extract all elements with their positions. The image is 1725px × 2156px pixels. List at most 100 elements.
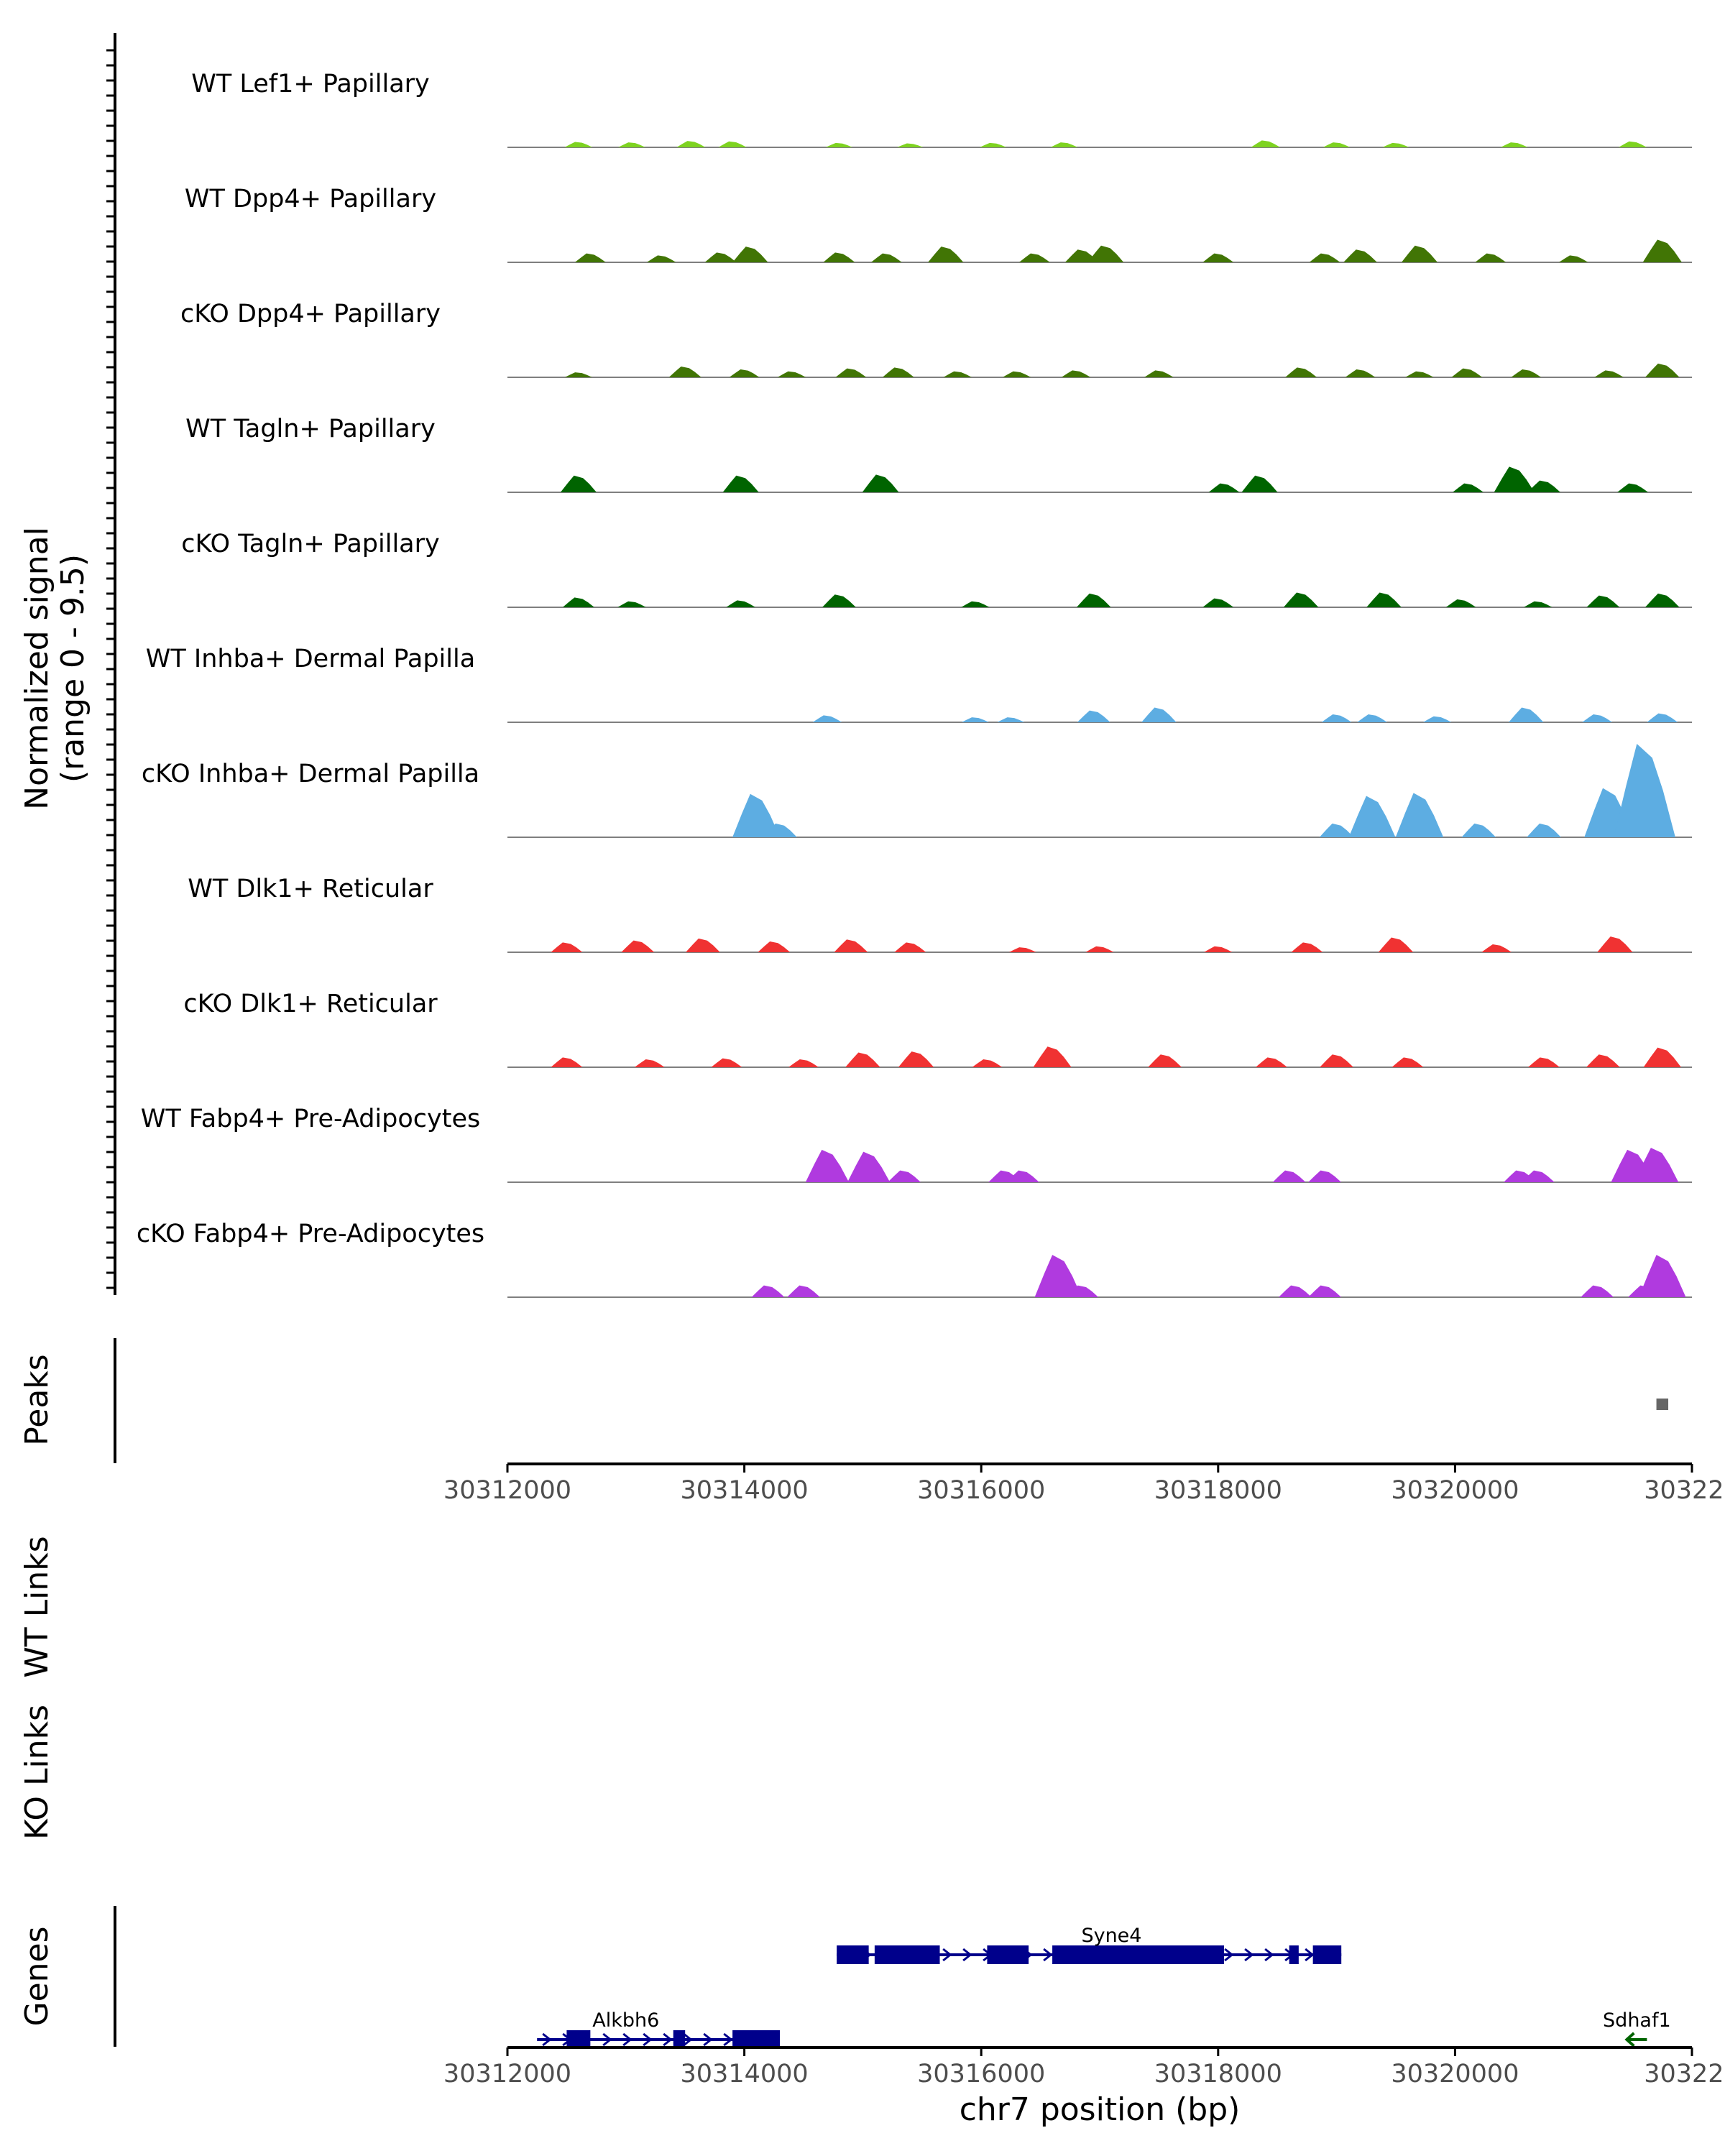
x-axis-top-tick-label: 30318000: [1154, 1476, 1282, 1505]
x-axis-bottom-tick-label: 30312000: [443, 2060, 571, 2088]
signal-peak: [1285, 367, 1317, 377]
signal-peak: [1006, 1170, 1039, 1182]
track-label: WT Dpp4+ Papillary: [185, 185, 436, 213]
signal-peak: [1308, 1285, 1342, 1297]
signal-peak: [722, 475, 759, 492]
gene-exon: [1312, 1945, 1342, 1964]
gene-exon: [987, 1945, 1029, 1964]
signal-peak: [787, 1285, 820, 1297]
signal-peak: [1451, 368, 1483, 377]
strand-arrow: [962, 1948, 972, 1962]
signal-peak: [1481, 944, 1512, 952]
track-label: cKO Tagln+ Papillary: [181, 530, 440, 558]
track-1: WT Lef1+ Papillary: [191, 70, 1692, 148]
signal-peak: [1283, 592, 1319, 607]
track-label: cKO Dpp4+ Papillary: [180, 300, 441, 328]
signal-peak: [1366, 592, 1402, 607]
gene-exon: [732, 2030, 781, 2049]
signal-peak: [1002, 371, 1031, 377]
strand-arrow: [1624, 2032, 1635, 2047]
signal-peak: [1405, 371, 1434, 377]
signal-peak: [1581, 1285, 1614, 1297]
track-2: WT Dpp4+ Papillary: [185, 185, 1692, 263]
signal-peak: [862, 474, 899, 492]
signal-peak: [835, 368, 867, 377]
gene-label: Syne4: [1081, 1925, 1141, 1947]
wt-links-label: WT Links: [19, 1536, 55, 1677]
signal-peak: [711, 1058, 742, 1067]
signal-peak: [825, 142, 853, 147]
signal-peak: [1644, 593, 1680, 607]
signal-peak: [763, 823, 797, 837]
signal-peak: [621, 940, 655, 952]
track-4: WT Tagln+ Papillary: [185, 415, 1692, 493]
signal-peak: [751, 1285, 785, 1297]
x-axis-top-tick-label: 30312000: [443, 1476, 571, 1505]
x-axis-top-tick-label: 30320000: [1391, 1476, 1519, 1505]
signal-peak: [943, 371, 972, 377]
signal-peak: [788, 1059, 819, 1067]
signal-peak: [676, 141, 706, 147]
signal-peak: [1320, 1054, 1354, 1067]
ko-links-label: KO Links: [19, 1705, 55, 1840]
gene-label: Alkbh6: [592, 2009, 659, 2032]
track-10: WT Fabp4+ Pre-Adipocytes: [141, 1105, 1692, 1183]
peaks-track-label: Peaks: [19, 1354, 55, 1445]
signal-peak: [1251, 140, 1281, 147]
signal-peak: [732, 247, 768, 262]
signal-peak: [617, 142, 646, 147]
signal-peak: [1065, 1285, 1099, 1297]
signal-peak: [847, 1151, 891, 1182]
signal-peak: [560, 475, 597, 492]
signal-peak: [898, 1051, 934, 1067]
genes-track-label: Genes: [19, 1926, 55, 2026]
signal-peak: [1034, 1255, 1082, 1297]
gene-exon: [837, 1945, 869, 1964]
signal-peak: [1524, 601, 1552, 607]
gene-exon: [1052, 1945, 1225, 1964]
signal-peak: [1614, 744, 1675, 837]
signal-peak: [1076, 593, 1111, 607]
x-axis-bottom-tick-label: 303220: [1644, 2060, 1725, 2088]
signal-peak: [888, 1170, 921, 1182]
signal-peak: [729, 369, 760, 377]
signal-peak: [1309, 253, 1340, 262]
signal-peak: [961, 601, 990, 607]
y-axis-range: (range 0 - 9.5): [55, 554, 91, 783]
x-axis-bottom-tick-label: 30314000: [681, 2060, 809, 2088]
strand-arrow: [663, 2032, 673, 2047]
track-9: cKO Dlk1+ Reticular: [183, 990, 1692, 1068]
signal-peak: [1401, 245, 1438, 262]
signal-peak: [1345, 369, 1376, 377]
signal-peak: [777, 371, 806, 377]
track-6: WT Inhba+ Dermal Papilla: [146, 645, 1692, 723]
strand-arrow: [723, 2032, 733, 2047]
strand-arrow: [622, 2032, 632, 2047]
signal-peak: [1357, 714, 1387, 722]
signal-peak: [1461, 823, 1496, 837]
strand-arrow: [1043, 1948, 1053, 1962]
gene-alkbh6: Alkbh6: [537, 2009, 781, 2049]
track-label: WT Fabp4+ Pre-Adipocytes: [141, 1105, 480, 1133]
signal-peak: [646, 255, 676, 262]
signal-peak: [845, 1052, 880, 1067]
gene-sdhaf1: Sdhaf1: [1603, 2009, 1671, 2047]
signal-peak: [1144, 370, 1174, 377]
signal-peak: [564, 142, 593, 147]
signal-peak: [1521, 1170, 1555, 1182]
signal-peak: [668, 366, 702, 377]
signal-peak: [1500, 142, 1528, 147]
signal-peak: [1033, 1046, 1072, 1067]
signal-peak: [732, 793, 781, 837]
track-7: cKO Inhba+ Dermal Papilla: [142, 744, 1692, 838]
strand-arrow: [643, 2032, 653, 2047]
signal-peak: [1395, 793, 1444, 837]
signal-peak: [1453, 483, 1484, 492]
signal-peak: [1321, 714, 1352, 722]
signal-peak: [1018, 253, 1050, 262]
signal-peak: [1319, 823, 1354, 837]
signal-peak: [1008, 947, 1036, 952]
x-axis-top-tick-label: 30314000: [681, 1476, 809, 1505]
signal-peak: [812, 715, 842, 722]
signal-peak: [686, 938, 720, 952]
